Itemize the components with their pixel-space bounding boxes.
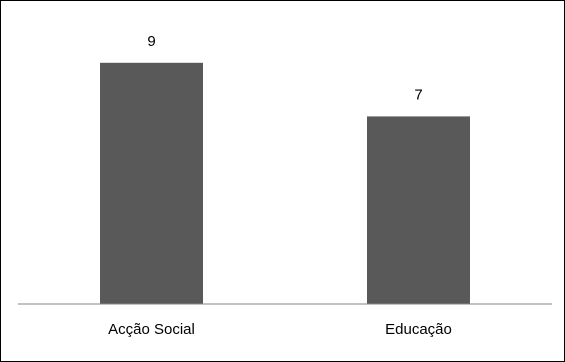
- category-label-2: Educação: [385, 321, 452, 338]
- bars-layer: [100, 62, 470, 305]
- labels-layer: 9 Acção Social 7 Educação: [108, 33, 452, 338]
- category-label-1: Acção Social: [108, 321, 195, 338]
- data-label-1: 9: [147, 33, 155, 50]
- data-label-2: 7: [414, 86, 422, 103]
- bar-1: [100, 62, 203, 304]
- bar-2: [367, 116, 470, 305]
